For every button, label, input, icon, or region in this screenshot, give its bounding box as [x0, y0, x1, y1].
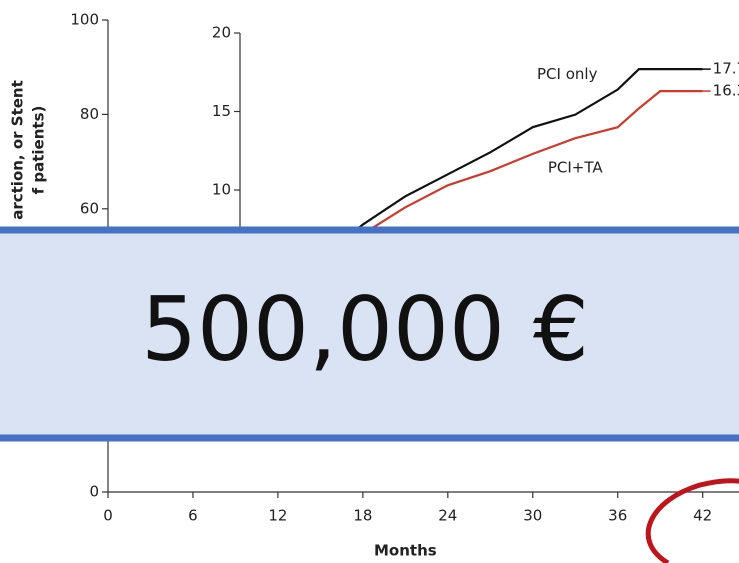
y-axis-label: arction, or Stent [9, 80, 27, 220]
y2-tick-label: 10 [212, 181, 231, 199]
x-tick-label: 30 [523, 507, 542, 525]
series-label: PCI+TA [548, 159, 604, 177]
y-tick-label: 80 [80, 105, 99, 123]
x-tick-label: 0 [103, 507, 113, 525]
overlay-text: 500,000 € [141, 278, 589, 381]
overlay: 500,000 € [0, 226, 739, 442]
overlay-box [0, 226, 739, 442]
series-label: PCI only [537, 65, 598, 83]
x-tick-label: 36 [608, 507, 627, 525]
highlight-ellipse [645, 478, 739, 563]
y-axis-label: f patients) [30, 106, 48, 195]
y-tick-label: 100 [70, 11, 99, 29]
y2-tick-label: 15 [212, 102, 231, 120]
x-tick-label: 18 [353, 507, 372, 525]
end-value-label: 17.7 [713, 60, 739, 78]
x-axis-label: Months [374, 542, 437, 560]
x-tick-label: 6 [188, 507, 198, 525]
x-tick-label: 12 [268, 507, 287, 525]
x-tick-label: 24 [438, 507, 457, 525]
end-value-label: 16.3 [713, 82, 739, 100]
y2-tick-label: 20 [212, 24, 231, 42]
y-tick-label: 60 [80, 199, 99, 217]
x-tick-label: 42 [693, 507, 712, 525]
y-tick-label: 0 [89, 483, 99, 501]
